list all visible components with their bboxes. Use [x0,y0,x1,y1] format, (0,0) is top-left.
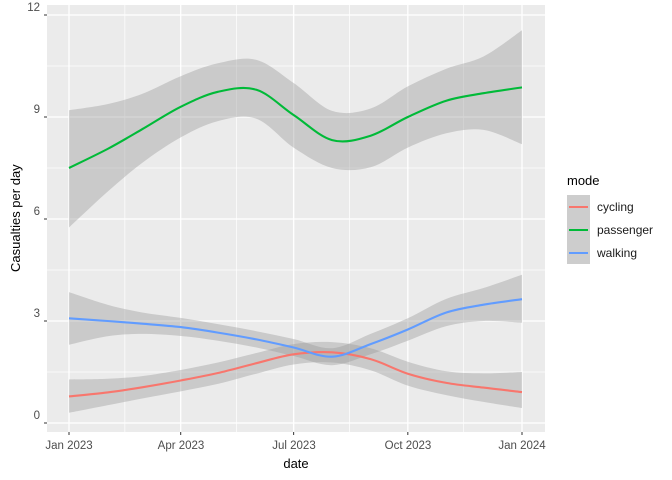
x-tick-label: Jan 2024 [498,440,546,452]
y-tick-label: 6 [33,206,40,218]
legend-key-swatch [567,241,590,264]
y-tick-label: 0 [33,410,40,422]
x-axis-title: date [283,456,309,471]
legend-label: walking [597,245,638,260]
passenger-line-icon [569,228,588,231]
legend-label: passenger [597,222,654,237]
x-tick-label: Jul 2023 [272,440,316,452]
walking-line-icon [569,251,588,254]
x-tick-label: Apr 2023 [157,440,205,452]
x-tick-label: Jan 2023 [45,440,93,452]
legend-item-passenger: passenger [567,218,653,241]
y-tick-label: 12 [27,2,40,14]
legend: mode cycling passenger walking [556,173,653,264]
legend-label: cycling [597,199,634,214]
legend-item-walking: walking [567,241,653,264]
y-tick-label: 3 [33,308,40,320]
cycling-line-icon [569,205,588,208]
legend-key-swatch [567,218,590,241]
legend-key-swatch [567,195,590,218]
legend-title: mode [567,173,600,188]
x-tick-label: Oct 2023 [384,440,432,452]
y-axis-title: Casualties per day [8,164,23,273]
legend-item-cycling: cycling [567,195,653,218]
y-tick-label: 9 [33,104,40,116]
